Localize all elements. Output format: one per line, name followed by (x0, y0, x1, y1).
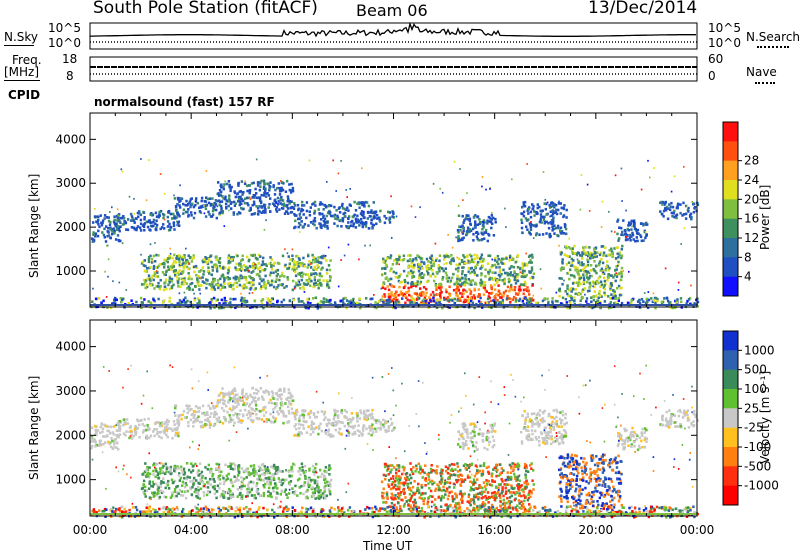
colorbar-swatch (723, 218, 738, 239)
colorbar-swatch (723, 466, 738, 487)
colorbar-swatch (723, 257, 738, 278)
colorbar-tick-label: 20 (744, 192, 759, 206)
time-tick-label: 00:00 (73, 523, 108, 537)
time-tick-label: 04:00 (174, 523, 209, 537)
colorbar-swatch (723, 122, 738, 142)
colorbar-swatch (723, 180, 738, 200)
colorbar-tick-label: 28 (744, 154, 759, 168)
colorbar-swatch (723, 331, 738, 351)
nsearch-label: N.Search (746, 30, 800, 44)
freq-strip-box (89, 56, 698, 82)
colorbar-tick-label: 16 (744, 212, 759, 226)
xaxis-label: Time UT (363, 539, 413, 553)
y-tick-label: 3000 (55, 176, 86, 190)
freq-tick-bottom: 8 (66, 69, 74, 83)
colorbar-tick-label: 500 (744, 363, 767, 377)
y-tick-label: 4000 (55, 340, 86, 354)
colorbar-frame (722, 330, 739, 506)
colorbar-tick-label: -25 (744, 421, 764, 435)
colorbar-swatch (723, 276, 738, 297)
colorbar-tick-label: 12 (744, 231, 759, 245)
station-title: South Pole Station (fitACF) (93, 0, 318, 18)
time-tick-label: 16:00 (477, 523, 512, 537)
colorbar-tick-label: 100 (744, 382, 767, 396)
y-tick-label: 3000 (55, 384, 86, 398)
nave-label: Nave (746, 65, 777, 79)
colorbar-tick-label: 4 (744, 270, 752, 284)
time-tick-label: 08:00 (275, 523, 310, 537)
colorbar-swatch (723, 160, 738, 181)
date-label: 13/Dec/2014 (588, 0, 698, 18)
colorbar-swatch (723, 199, 738, 220)
colorbar-swatch (723, 369, 738, 390)
time-tick-label: 20:00 (579, 523, 614, 537)
time-tick-label: 12:00 (376, 523, 411, 537)
nsky-underline (4, 45, 34, 46)
nave-tick-top: 60 (708, 52, 724, 66)
time-tick-label: 00:00 (680, 523, 715, 537)
y-tick-label: 4000 (55, 132, 86, 146)
nsearch-tick-bottom: 10^0 (708, 36, 741, 50)
colorbar-swatch (723, 238, 738, 258)
colorbar-tick-label: 24 (744, 173, 759, 187)
nsearch-tick-top: 10^5 (708, 21, 741, 35)
colorbar-tick-label: 1000 (744, 343, 775, 357)
nave-dots (755, 82, 775, 84)
colorbar-swatch (723, 389, 738, 409)
colorbar-swatch (723, 427, 738, 448)
nsky-tick-bottom: 10^0 (48, 36, 81, 50)
y-tick-label: 2000 (55, 428, 86, 442)
nsky-tick-top: 10^5 (48, 21, 81, 35)
beam-label: Beam 06 (356, 1, 428, 20)
y-tick-label: 1000 (55, 264, 86, 278)
freq-tick-top: 18 (62, 52, 78, 66)
y-tick-label: 1000 (55, 473, 86, 487)
nsky-trace (89, 21, 696, 38)
y-tick-label: 2000 (55, 220, 86, 234)
colorbar-tick-label: 25 (744, 401, 759, 415)
power-echo-cells (90, 158, 700, 310)
nsearch-dots (757, 46, 789, 48)
cpid-value: normalsound (fast) 157 RF (94, 95, 275, 109)
velocity-echo-cells (90, 364, 699, 519)
nave-tick-bottom: 0 (708, 69, 716, 83)
freq-unit: [MHz] (4, 65, 40, 79)
freq-label: Freq. (12, 53, 42, 67)
colorbar-frame (722, 121, 739, 297)
freq-underline (4, 80, 40, 81)
colorbar-tick-label: -500 (744, 459, 771, 473)
nsky-label: N.Sky (4, 30, 39, 44)
colorbar-swatch (723, 485, 738, 506)
colorbar-swatch (723, 408, 738, 429)
colorbar-swatch (723, 447, 738, 467)
colorbar-tick-label: 8 (744, 250, 752, 264)
cpid-label: CPID (8, 88, 41, 102)
colorbar-swatch (723, 141, 738, 162)
colorbar-swatch (723, 350, 738, 371)
colorbar-tick-label: -1000 (744, 479, 779, 493)
colorbar-tick-label: -100 (744, 440, 771, 454)
